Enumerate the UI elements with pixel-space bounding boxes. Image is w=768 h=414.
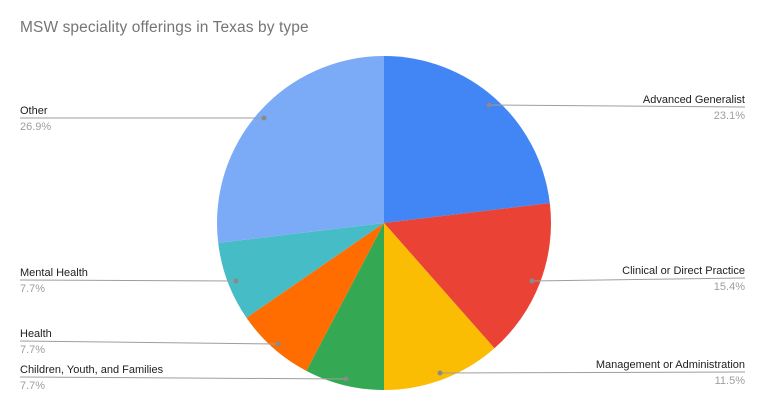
callout-line-management-or-administration [439,371,746,374]
callout-label-children-youth-and-families: Children, Youth, and Families 7.7% [20,363,163,393]
pie-slice-mental-health[interactable] [218,223,384,318]
slice-percent: 7.7% [20,283,46,295]
slice-label: Management or Administration [595,359,745,371]
callout-label-mental-health: Mental Health 7.7% [20,266,88,296]
pie-slice-management-or-administration[interactable] [384,223,495,391]
slice-label: Other [20,105,48,117]
callout-line-advanced-generalist [488,104,746,108]
callout-label-other: Other 26.9% [20,104,51,134]
pie-slice-health[interactable] [246,223,384,371]
callout-line-mental-health [19,279,237,282]
slice-label: Clinical or Direct Practice [622,265,745,277]
slice-percent: 7.7% [20,380,46,392]
callout-line-clinical-or-direct-practice [531,277,746,282]
callout-dot-management-or-administration [437,370,443,376]
pie-slice-children-youth-and-families[interactable] [306,223,384,390]
pie-slices-group [217,56,551,391]
slice-label: Children, Youth, and Families [20,364,164,376]
slice-label: Mental Health [20,267,88,279]
slice-label: Advanced Generalist [642,94,745,106]
callout-dot-advanced-generalist [486,102,492,108]
callout-line-children-youth-and-families [19,376,347,380]
slice-percent: 26.9% [20,121,52,133]
slice-label: Health [20,328,52,340]
pie-slice-advanced-generalist[interactable] [384,56,550,223]
pie-slice-clinical-or-direct-practice[interactable] [384,203,551,349]
callout-label-advanced-generalist: Advanced Generalist 23.1% [643,93,745,123]
callout-label-management-or-administration: Management or Administration 11.5% [596,358,745,388]
slice-percent: 23.1% [713,110,745,122]
pie-slice-other[interactable] [217,56,384,243]
callout-line-health [19,340,279,345]
slice-percent: 15.4% [713,281,745,293]
callout-label-clinical-or-direct-practice: Clinical or Direct Practice 15.4% [622,264,745,294]
callout-dot-mental-health [233,278,239,284]
callout-dot-children-youth-and-families [343,376,349,382]
callout-dot-clinical-or-direct-practice [529,278,535,284]
slice-percent: 7.7% [20,344,46,356]
slice-percent: 11.5% [714,375,745,387]
callout-dot-other [261,115,267,121]
callout-label-health: Health 7.7% [20,327,52,357]
chart-title: MSW speciality offerings in Texas by typ… [20,19,309,36]
callout-dot-health [275,341,281,347]
